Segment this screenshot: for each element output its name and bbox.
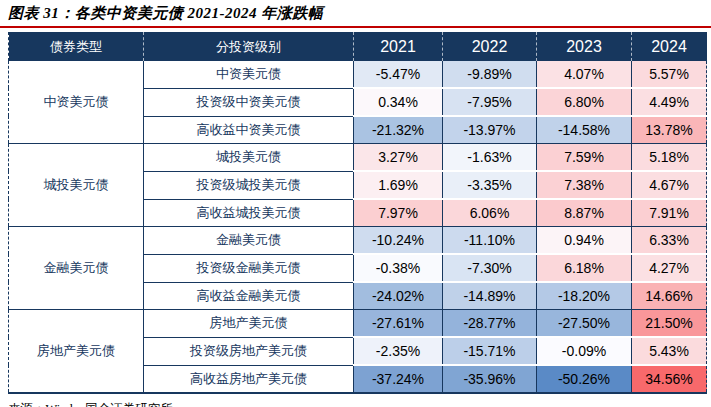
return-value-cell-2024: 4.49% — [632, 88, 707, 116]
return-value-cell-2022: -7.95% — [443, 88, 537, 116]
bond-type-cell: 城投美元债 — [9, 144, 144, 227]
return-value-cell-2022: -3.35% — [443, 171, 537, 199]
return-value-cell-2023: 7.59% — [537, 144, 632, 172]
column-header-year-2021: 2021 — [354, 32, 443, 61]
grade-label-cell: 房地产美元债 — [144, 310, 354, 338]
return-value-cell-2021: 7.97% — [354, 199, 443, 227]
bond-type-cell: 金融美元债 — [9, 227, 144, 310]
return-value-cell-2021: 0.34% — [354, 88, 443, 116]
return-value-cell-2024: 4.27% — [632, 254, 707, 282]
return-value-cell-2022: -9.89% — [443, 61, 537, 88]
return-value-cell-2023: 0.94% — [537, 227, 632, 255]
return-value-cell-2022: 6.06% — [443, 199, 537, 227]
return-value-cell-2024: 6.33% — [632, 227, 707, 255]
return-value-cell-2024: 34.56% — [632, 365, 707, 393]
return-value-cell-2023: -27.50% — [537, 310, 632, 338]
grade-label-cell: 投资级房地产美元债 — [144, 337, 354, 365]
grade-label-cell: 高收益房地产美元债 — [144, 365, 354, 393]
table-row: 城投美元债城投美元债3.27%-1.63%7.59%5.18% — [9, 144, 707, 172]
bond-type-cell: 中资美元债 — [9, 61, 144, 144]
return-value-cell-2021: -37.24% — [354, 365, 443, 393]
return-value-cell-2021: -24.02% — [354, 282, 443, 310]
return-value-cell-2024: 5.18% — [632, 144, 707, 172]
grade-label-cell: 高收益金融美元债 — [144, 282, 354, 310]
return-value-cell-2023: 8.87% — [537, 199, 632, 227]
return-value-cell-2024: 4.67% — [632, 171, 707, 199]
return-value-cell-2024: 21.50% — [632, 310, 707, 338]
grade-label-cell: 投资级金融美元债 — [144, 254, 354, 282]
column-header-bond-type: 债券类型 — [9, 32, 144, 61]
return-value-cell-2023: 6.18% — [537, 254, 632, 282]
table-header-row: 债券类型分投资级别2021202220232024 — [9, 32, 707, 61]
return-value-cell-2021: -21.32% — [354, 116, 443, 144]
column-header-year-2022: 2022 — [443, 32, 537, 61]
return-value-cell-2024: 7.91% — [632, 199, 707, 227]
figure-title: 图表 31：各类中资美元债 2021-2024 年涨跌幅 — [8, 4, 711, 23]
return-value-cell-2023: -14.58% — [537, 116, 632, 144]
return-value-cell-2023: 6.80% — [537, 88, 632, 116]
return-value-cell-2024: 5.57% — [632, 61, 707, 88]
table-body: 中资美元债中资美元债-5.47%-9.89%4.07%5.57%投资级中资美元债… — [9, 61, 707, 393]
return-value-cell-2022: -7.30% — [443, 254, 537, 282]
return-value-cell-2024: 13.78% — [632, 116, 707, 144]
table-row: 中资美元债中资美元债-5.47%-9.89%4.07%5.57% — [9, 61, 707, 88]
grade-label-cell: 投资级城投美元债 — [144, 171, 354, 199]
grade-label-cell: 高收益中资美元债 — [144, 116, 354, 144]
return-value-cell-2023: -18.20% — [537, 282, 632, 310]
return-value-cell-2023: -0.09% — [537, 337, 632, 365]
return-value-cell-2024: 5.43% — [632, 337, 707, 365]
return-value-cell-2023: 7.38% — [537, 171, 632, 199]
column-header-year-2024: 2024 — [632, 32, 707, 61]
bond-type-cell: 房地产美元债 — [9, 310, 144, 394]
return-value-cell-2022: -14.89% — [443, 282, 537, 310]
table-header: 债券类型分投资级别2021202220232024 — [9, 32, 707, 61]
title-underline-rule — [0, 26, 711, 28]
return-value-cell-2021: -5.47% — [354, 61, 443, 88]
return-value-cell-2022: -15.71% — [443, 337, 537, 365]
return-value-cell-2023: -50.26% — [537, 365, 632, 393]
table-row: 房地产美元债房地产美元债-27.61%-28.77%-27.50%21.50% — [9, 310, 707, 338]
return-value-cell-2022: -35.96% — [443, 365, 537, 393]
grade-label-cell: 金融美元债 — [144, 227, 354, 255]
grade-label-cell: 高收益城投美元债 — [144, 199, 354, 227]
return-value-cell-2021: -2.35% — [354, 337, 443, 365]
return-value-cell-2022: -1.63% — [443, 144, 537, 172]
table-row: 金融美元债金融美元债-10.24%-11.10%0.94%6.33% — [9, 227, 707, 255]
return-value-cell-2022: -28.77% — [443, 310, 537, 338]
return-value-cell-2021: -0.38% — [354, 254, 443, 282]
return-value-cell-2021: -10.24% — [354, 227, 443, 255]
column-header-grade: 分投资级别 — [144, 32, 354, 61]
return-value-cell-2021: 3.27% — [354, 144, 443, 172]
return-value-cell-2022: -13.97% — [443, 116, 537, 144]
return-value-cell-2021: 1.69% — [354, 171, 443, 199]
return-value-cell-2022: -11.10% — [443, 227, 537, 255]
grade-label-cell: 中资美元债 — [144, 61, 354, 88]
return-value-cell-2024: 14.66% — [632, 282, 707, 310]
column-header-year-2023: 2023 — [537, 32, 632, 61]
return-value-cell-2021: -27.61% — [354, 310, 443, 338]
grade-label-cell: 城投美元债 — [144, 144, 354, 172]
return-value-cell-2023: 4.07% — [537, 61, 632, 88]
grade-label-cell: 投资级中资美元债 — [144, 88, 354, 116]
bond-returns-table: 债券类型分投资级别2021202220232024 中资美元债中资美元债-5.4… — [8, 32, 707, 394]
source-note: 来源：Wind，国金证券研究所 — [8, 401, 711, 407]
